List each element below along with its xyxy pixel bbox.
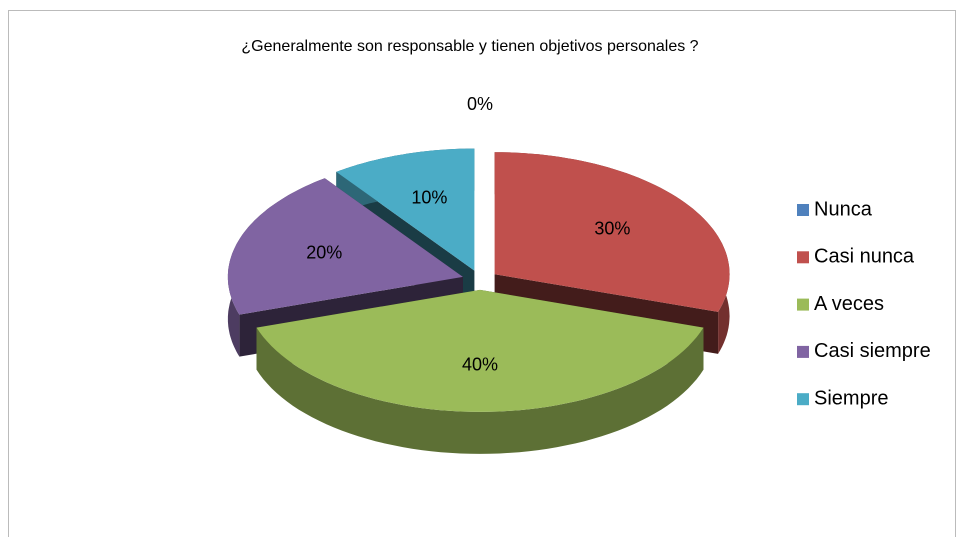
slice-top xyxy=(494,152,730,312)
slice-top xyxy=(336,148,475,271)
legend-label: Casi nunca xyxy=(814,246,915,268)
legend-label: Nunca xyxy=(814,198,873,220)
slice-top xyxy=(227,178,463,315)
data-label: 40% xyxy=(462,354,498,374)
data-label: 30% xyxy=(594,218,630,238)
legend-swatch xyxy=(797,251,809,264)
chart-title: ¿Generalmente son responsable y tienen o… xyxy=(241,38,698,55)
slice-wall xyxy=(256,327,704,454)
legend-swatch xyxy=(797,204,809,216)
legend-label: A veces xyxy=(814,293,884,315)
legend-swatch xyxy=(797,345,809,358)
slice-top xyxy=(256,289,704,412)
pie-slice xyxy=(256,289,704,454)
chart-border xyxy=(8,10,956,542)
legend-swatch xyxy=(797,393,809,406)
legend-label: Siempre xyxy=(814,387,888,409)
legend-label: Casi siempre xyxy=(814,340,931,362)
data-label: 10% xyxy=(411,187,447,207)
data-label: 0% xyxy=(467,94,493,114)
data-label: 20% xyxy=(306,242,342,262)
legend-swatch xyxy=(797,298,809,311)
